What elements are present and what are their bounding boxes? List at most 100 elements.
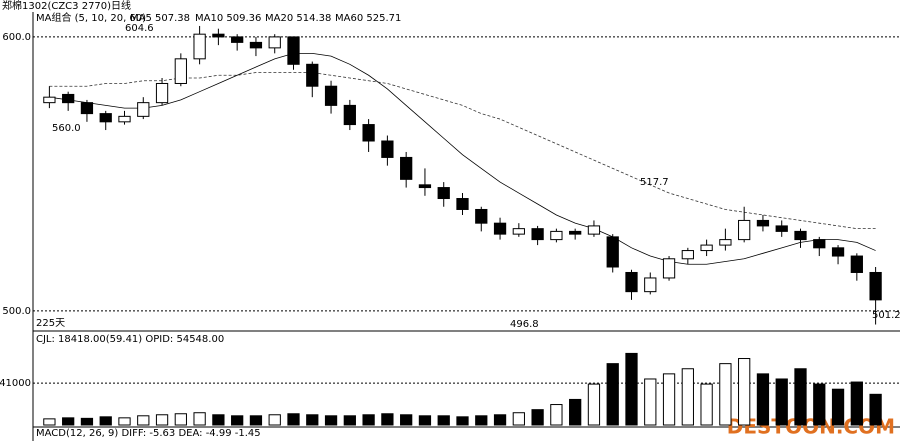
volume-bar [794,368,807,426]
legend-item: MA20 514.38 [265,13,331,24]
volume-bar [62,417,75,426]
legend-item: MA5 507.38 [130,13,190,24]
candle-body [493,222,507,235]
volume-bar [324,415,338,426]
annotation: 496.8 [510,319,539,330]
volume-bar [456,416,469,426]
candle-body [324,85,338,106]
candle-body [381,140,394,158]
volume-bar [80,417,94,426]
volume-bar [625,352,638,426]
candle-body [794,230,807,241]
legend-item: MA60 525.71 [335,13,401,24]
candle-body [137,102,150,117]
legend-item: MA10 509.36 [195,13,261,24]
annotation: 604.6 [125,23,154,34]
candle-body [418,184,432,189]
candle-body [644,277,657,293]
candle-body [512,228,525,235]
volume-bar [155,414,169,426]
watermark: DESTOON.COM [727,415,895,439]
candle-body [174,58,187,84]
volume-bar [249,415,263,426]
volume-bar [437,415,450,426]
volume-bar [268,414,281,426]
candle-body [475,208,488,224]
candle-body [343,104,356,126]
volume-bar [719,363,732,426]
candle-body [80,102,94,115]
candle-body [193,33,206,60]
candle-body [249,41,263,49]
volume-bar [813,383,826,426]
candle-body [118,115,131,123]
candle-body [155,82,169,104]
candle-body [287,36,300,65]
candle-body [400,156,413,180]
volume-title: CJL: 18418.00(59.41) OPID: 54548.00 [36,334,224,345]
y-tick-label: 600.0 [2,32,31,43]
volume-bar [231,415,244,426]
volume-bar [644,378,657,426]
candle-body [662,258,676,279]
candle-body [850,255,863,273]
volume-bar [362,414,375,426]
volume-bar [174,413,187,426]
annotation: 501.2 [872,310,900,321]
annotation: 225天 [36,318,65,329]
candle-body [700,244,713,252]
candle-body [531,228,544,241]
volume-bar [137,415,150,426]
candle-body [456,198,469,210]
volume-bar [287,413,300,426]
chart-title: 郑棉1302(CZC3 2770)日线 [2,0,131,12]
candle-body [756,219,770,227]
candle-body [587,225,601,235]
volume-bar [475,415,488,426]
ma-line [49,52,876,265]
volume-bar [99,416,112,426]
volume-bar [569,398,582,426]
volume-bar [700,383,713,426]
candle-body [831,247,845,257]
volume-bar [831,388,845,426]
volume-bar [662,373,676,426]
candle-body [775,225,788,232]
annotation: 560.0 [52,123,81,134]
volume-bar [775,378,788,426]
volume-bar [531,409,544,426]
candle-body [738,219,751,241]
candle-body [212,33,225,38]
candle-body [231,36,244,43]
candle-body [306,63,319,87]
candle-body [719,239,732,246]
volume-bar [343,415,356,426]
volume-bar [212,414,225,426]
candle-body [813,239,826,249]
candle-body [681,250,694,260]
volume-bar [306,414,319,426]
volume-bar [118,417,131,426]
volume-bar [381,413,394,426]
candle-body [362,124,375,142]
volume-bar [587,383,601,426]
volume-bar [193,412,206,426]
candle-body [625,271,638,293]
candle-body [606,236,619,268]
candle-body [569,230,582,235]
y2-tick-label: 41000 [0,378,31,389]
volume-bar [512,412,525,426]
candle-body [62,93,75,104]
annotation: 517.7 [640,177,669,188]
volume-bar [606,363,619,426]
candle-body [550,230,563,241]
candle-body [268,36,281,49]
volume-bar [43,418,56,426]
macd-title: MACD(12, 26, 9) DIFF: -5.63 DEA: -4.99 -… [36,428,261,439]
candle-body [437,187,450,200]
volume-bar [756,373,770,426]
volume-bar [850,381,863,426]
legend-title: MA组合 (5, 10, 20, 60) [36,11,146,24]
candle-body [99,113,112,123]
